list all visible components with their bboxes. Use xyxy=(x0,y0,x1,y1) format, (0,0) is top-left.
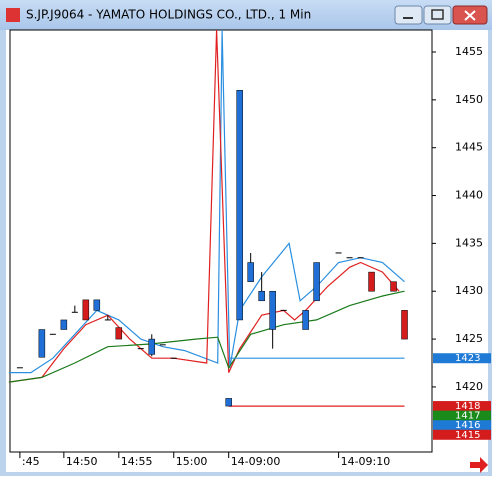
close-icon xyxy=(464,10,476,21)
candle-body xyxy=(390,281,397,292)
candle-body xyxy=(258,290,265,302)
candle-body xyxy=(60,319,68,330)
candle-body xyxy=(71,311,78,313)
candle-body xyxy=(313,262,320,302)
candle-body xyxy=(368,271,375,292)
x-tick-label: 14-09:00 xyxy=(231,455,281,468)
candle-body xyxy=(82,299,90,321)
line-series xyxy=(8,29,405,374)
x-tick-label: 15:00 xyxy=(176,455,208,468)
scroll-arrow[interactable] xyxy=(470,457,488,473)
candle-body xyxy=(335,252,342,254)
price-tag xyxy=(433,429,491,440)
candle-body xyxy=(148,338,156,355)
candle-body xyxy=(346,257,353,259)
candle-body xyxy=(269,290,276,330)
price-tag-label: 1415 xyxy=(455,430,480,441)
line-series xyxy=(8,290,405,383)
candle-body xyxy=(357,257,364,259)
y-tick-label: 1420 xyxy=(455,380,483,393)
price-tag xyxy=(433,353,491,364)
price-tag xyxy=(433,410,491,421)
candle-body xyxy=(16,367,23,369)
candle-body xyxy=(38,329,46,358)
maximize-icon xyxy=(431,9,444,20)
candle-body xyxy=(115,327,123,340)
candle-body xyxy=(93,299,101,311)
y-tick-label: 1445 xyxy=(455,141,483,154)
line-series xyxy=(8,29,400,383)
candle-body xyxy=(159,344,166,346)
candle-body xyxy=(104,319,111,321)
candle-body xyxy=(137,348,144,350)
app-icon xyxy=(6,8,20,22)
minimize-button[interactable] xyxy=(394,5,423,25)
y-tick-label: 1430 xyxy=(455,284,483,297)
candle-body xyxy=(280,309,287,311)
x-tick-label: 14-09:10 xyxy=(341,455,391,468)
x-tick-label: :45 xyxy=(22,455,40,468)
price-tag-label: 1418 xyxy=(455,401,480,412)
x-tick-label: 14:50 xyxy=(66,455,98,468)
maximize-button[interactable] xyxy=(423,5,452,25)
y-tick-label: 1450 xyxy=(455,93,483,106)
price-tag xyxy=(433,420,491,431)
y-tick-label: 1455 xyxy=(455,45,483,58)
candle-body xyxy=(236,90,243,321)
candle-body xyxy=(49,333,56,335)
candle-body xyxy=(401,310,408,340)
candle-body xyxy=(170,357,177,359)
window-title: S.JP.J9064 - YAMATO HOLDINGS CO., LTD., … xyxy=(26,8,311,22)
candle-body xyxy=(302,310,309,330)
y-tick-label: 1440 xyxy=(455,189,483,202)
candle-body xyxy=(247,262,254,282)
price-tag-label: 1417 xyxy=(455,411,480,422)
y-tick-label: 1435 xyxy=(455,236,483,249)
y-tick-label: 1425 xyxy=(455,332,483,345)
candle-body xyxy=(225,398,232,407)
price-tag-label: 1416 xyxy=(455,420,480,431)
x-tick-label: 14:55 xyxy=(121,455,153,468)
price-tag xyxy=(433,401,491,412)
price-tag-label: 1423 xyxy=(455,353,480,364)
